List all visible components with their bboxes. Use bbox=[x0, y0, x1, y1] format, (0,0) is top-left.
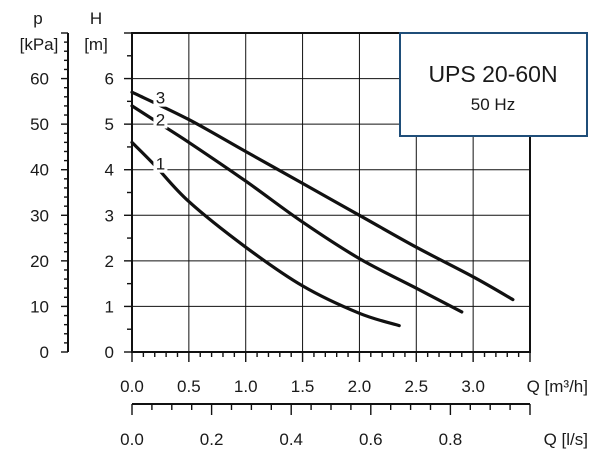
q-m3h-tick-label: 3.0 bbox=[461, 377, 485, 396]
p-axis-tick-label: 20 bbox=[30, 252, 49, 271]
chart-title: UPS 20-60N bbox=[428, 61, 557, 87]
q-m3h-tick-label: 0.0 bbox=[120, 377, 144, 396]
series-layer: 1 2 3 bbox=[130, 88, 515, 328]
h-axis-unit: [m] bbox=[84, 35, 108, 54]
curve-label-2: 2 bbox=[156, 111, 165, 130]
title-box: UPS 20-60N 50 Hz bbox=[399, 32, 588, 137]
h-axis-tick-label: 2 bbox=[105, 252, 114, 271]
q-ls-tick-label: 0.8 bbox=[439, 430, 463, 449]
q-ls-tick-label: 0.6 bbox=[359, 430, 383, 449]
q-m3h-axis-label: Q [m³/h] bbox=[527, 377, 588, 396]
p-axis-tick-label: 60 bbox=[30, 70, 49, 89]
h-axis-tick-label: 5 bbox=[105, 115, 114, 134]
curve-label-bg bbox=[153, 110, 168, 129]
grid bbox=[132, 33, 530, 352]
q-ls-axis-label: Q [l/s] bbox=[544, 430, 588, 449]
h-axis-tick-label: 3 bbox=[105, 206, 114, 225]
title-box-frame bbox=[399, 32, 588, 137]
curve-label-bg bbox=[153, 154, 168, 173]
q-m3h-tick-label: 2.0 bbox=[348, 377, 372, 396]
p-axis-tick-label: 0 bbox=[40, 343, 49, 362]
q-ls-tick-label: 0.0 bbox=[120, 430, 144, 449]
h-axis-tick-label: 6 bbox=[105, 70, 114, 89]
curve-label-1: 1 bbox=[156, 155, 165, 174]
q-ls-tick-label: 0.2 bbox=[200, 430, 224, 449]
p-axis-symbol: p bbox=[33, 9, 42, 28]
curve-label-bg bbox=[153, 88, 168, 107]
p-axis-unit: [kPa] bbox=[20, 35, 59, 54]
h-axis-symbol: H bbox=[90, 9, 102, 28]
q-m3h-tick-label: 2.5 bbox=[404, 377, 428, 396]
chart-subtitle: 50 Hz bbox=[471, 95, 515, 114]
q-m3h-tick-label: 1.5 bbox=[291, 377, 315, 396]
h-axis-tick-label: 0 bbox=[105, 343, 114, 362]
p-axis-tick-label: 50 bbox=[30, 115, 49, 134]
q-ls-tick-label: 0.4 bbox=[279, 430, 303, 449]
p-axis-tick-label: 10 bbox=[30, 297, 49, 316]
h-axis-tick-label: 1 bbox=[105, 297, 114, 316]
curve-3 bbox=[130, 90, 515, 302]
q-m3h-tick-label: 0.5 bbox=[177, 377, 201, 396]
q-m3h-tick-label: 1.0 bbox=[234, 377, 258, 396]
p-axis-tick-label: 40 bbox=[30, 161, 49, 180]
h-axis-tick-label: 4 bbox=[105, 161, 114, 180]
curve-label-3: 3 bbox=[156, 89, 165, 108]
p-axis-tick-label: 30 bbox=[30, 206, 49, 225]
